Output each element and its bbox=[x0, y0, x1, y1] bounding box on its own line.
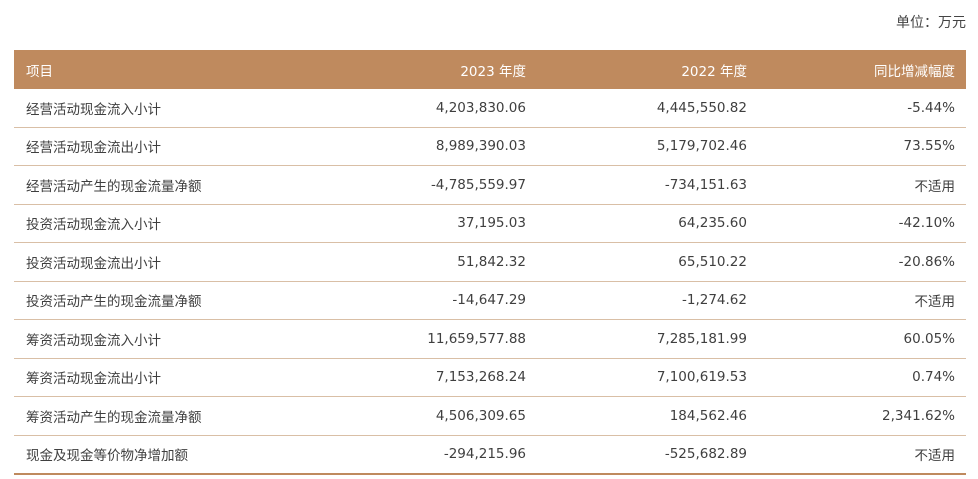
value-2022: -525,682.89 bbox=[526, 435, 747, 475]
yoy-change: 不适用 bbox=[747, 165, 966, 205]
value-2023: 4,506,309.65 bbox=[326, 396, 526, 436]
value-2022: 64,235.60 bbox=[526, 204, 747, 243]
value-2023: -14,647.29 bbox=[326, 281, 526, 320]
table-row: 经营活动产生的现金流量净额 -4,785,559.97 -734,151.63 不适用 bbox=[14, 165, 966, 205]
value-2022: 65,510.22 bbox=[526, 242, 747, 282]
value-2022: 7,100,619.53 bbox=[526, 358, 747, 397]
table-row: 经营活动现金流出小计 8,989,390.03 5,179,702.46 73.55% bbox=[14, 127, 966, 166]
cash-flow-table: 项目 2023 年度 2022 年度 同比增减幅度 经营活动现金流入小计 4,20… bbox=[14, 50, 966, 475]
yoy-change: -20.86% bbox=[747, 242, 966, 282]
table-row: 筹资活动现金流出小计 7,153,268.24 7,100,619.53 0.74% bbox=[14, 358, 966, 397]
header-2022: 2022 年度 bbox=[526, 50, 747, 89]
value-2023: 37,195.03 bbox=[326, 204, 526, 243]
value-2022: 7,285,181.99 bbox=[526, 319, 747, 359]
value-2023: 11,659,577.88 bbox=[326, 319, 526, 359]
header-yoy-change: 同比增减幅度 bbox=[747, 50, 966, 89]
value-2023: 4,203,830.06 bbox=[326, 89, 526, 128]
yoy-change: -5.44% bbox=[747, 89, 966, 128]
yoy-change: 2,341.62% bbox=[747, 396, 966, 436]
table-header-row: 项目 2023 年度 2022 年度 同比增减幅度 bbox=[14, 50, 966, 89]
value-2022: 184,562.46 bbox=[526, 396, 747, 436]
item-label: 现金及现金等价物净增加额 bbox=[14, 435, 326, 475]
table-row: 筹资活动现金流入小计 11,659,577.88 7,285,181.99 60.05… bbox=[14, 319, 966, 359]
item-label: 投资活动产生的现金流量净额 bbox=[14, 281, 326, 320]
table-row: 筹资活动产生的现金流量净额 4,506,309.65 184,562.46 2,341… bbox=[14, 396, 966, 436]
value-2023: 7,153,268.24 bbox=[326, 358, 526, 397]
table-row: 经营活动现金流入小计 4,203,830.06 4,445,550.82 -5.44% bbox=[14, 89, 966, 128]
unit-label: 单位：万元 bbox=[896, 15, 966, 31]
value-2023: 51,842.32 bbox=[326, 242, 526, 282]
yoy-change: 0.74% bbox=[747, 358, 966, 397]
value-2022: -734,151.63 bbox=[526, 165, 747, 205]
value-2023: -4,785,559.97 bbox=[326, 165, 526, 205]
table-row: 投资活动产生的现金流量净额 -14,647.29 -1,274.62 不适用 bbox=[14, 281, 966, 320]
yoy-change: 不适用 bbox=[747, 435, 966, 475]
table-row: 现金及现金等价物净增加额 -294,215.96 -525,682.89 不适用 bbox=[14, 435, 966, 475]
table-row: 投资活动现金流入小计 37,195.03 64,235.60 -42.10% bbox=[14, 204, 966, 243]
item-label: 经营活动现金流入小计 bbox=[14, 89, 326, 128]
item-label: 投资活动现金流出小计 bbox=[14, 242, 326, 282]
header-item: 项目 bbox=[14, 50, 326, 89]
yoy-change: 73.55% bbox=[747, 127, 966, 166]
yoy-change: 60.05% bbox=[747, 319, 966, 359]
value-2022: -1,274.62 bbox=[526, 281, 747, 320]
item-label: 筹资活动产生的现金流量净额 bbox=[14, 396, 326, 436]
yoy-change: 不适用 bbox=[747, 281, 966, 320]
table-row: 投资活动现金流出小计 51,842.32 65,510.22 -20.86% bbox=[14, 242, 966, 282]
header-2023: 2023 年度 bbox=[326, 50, 526, 89]
value-2023: 8,989,390.03 bbox=[326, 127, 526, 166]
value-2022: 4,445,550.82 bbox=[526, 89, 747, 128]
value-2022: 5,179,702.46 bbox=[526, 127, 747, 166]
item-label: 经营活动产生的现金流量净额 bbox=[14, 165, 326, 205]
item-label: 经营活动现金流出小计 bbox=[14, 127, 326, 166]
value-2023: -294,215.96 bbox=[326, 435, 526, 475]
item-label: 筹资活动现金流入小计 bbox=[14, 319, 326, 359]
item-label: 筹资活动现金流出小计 bbox=[14, 358, 326, 397]
yoy-change: -42.10% bbox=[747, 204, 966, 243]
item-label: 投资活动现金流入小计 bbox=[14, 204, 326, 243]
